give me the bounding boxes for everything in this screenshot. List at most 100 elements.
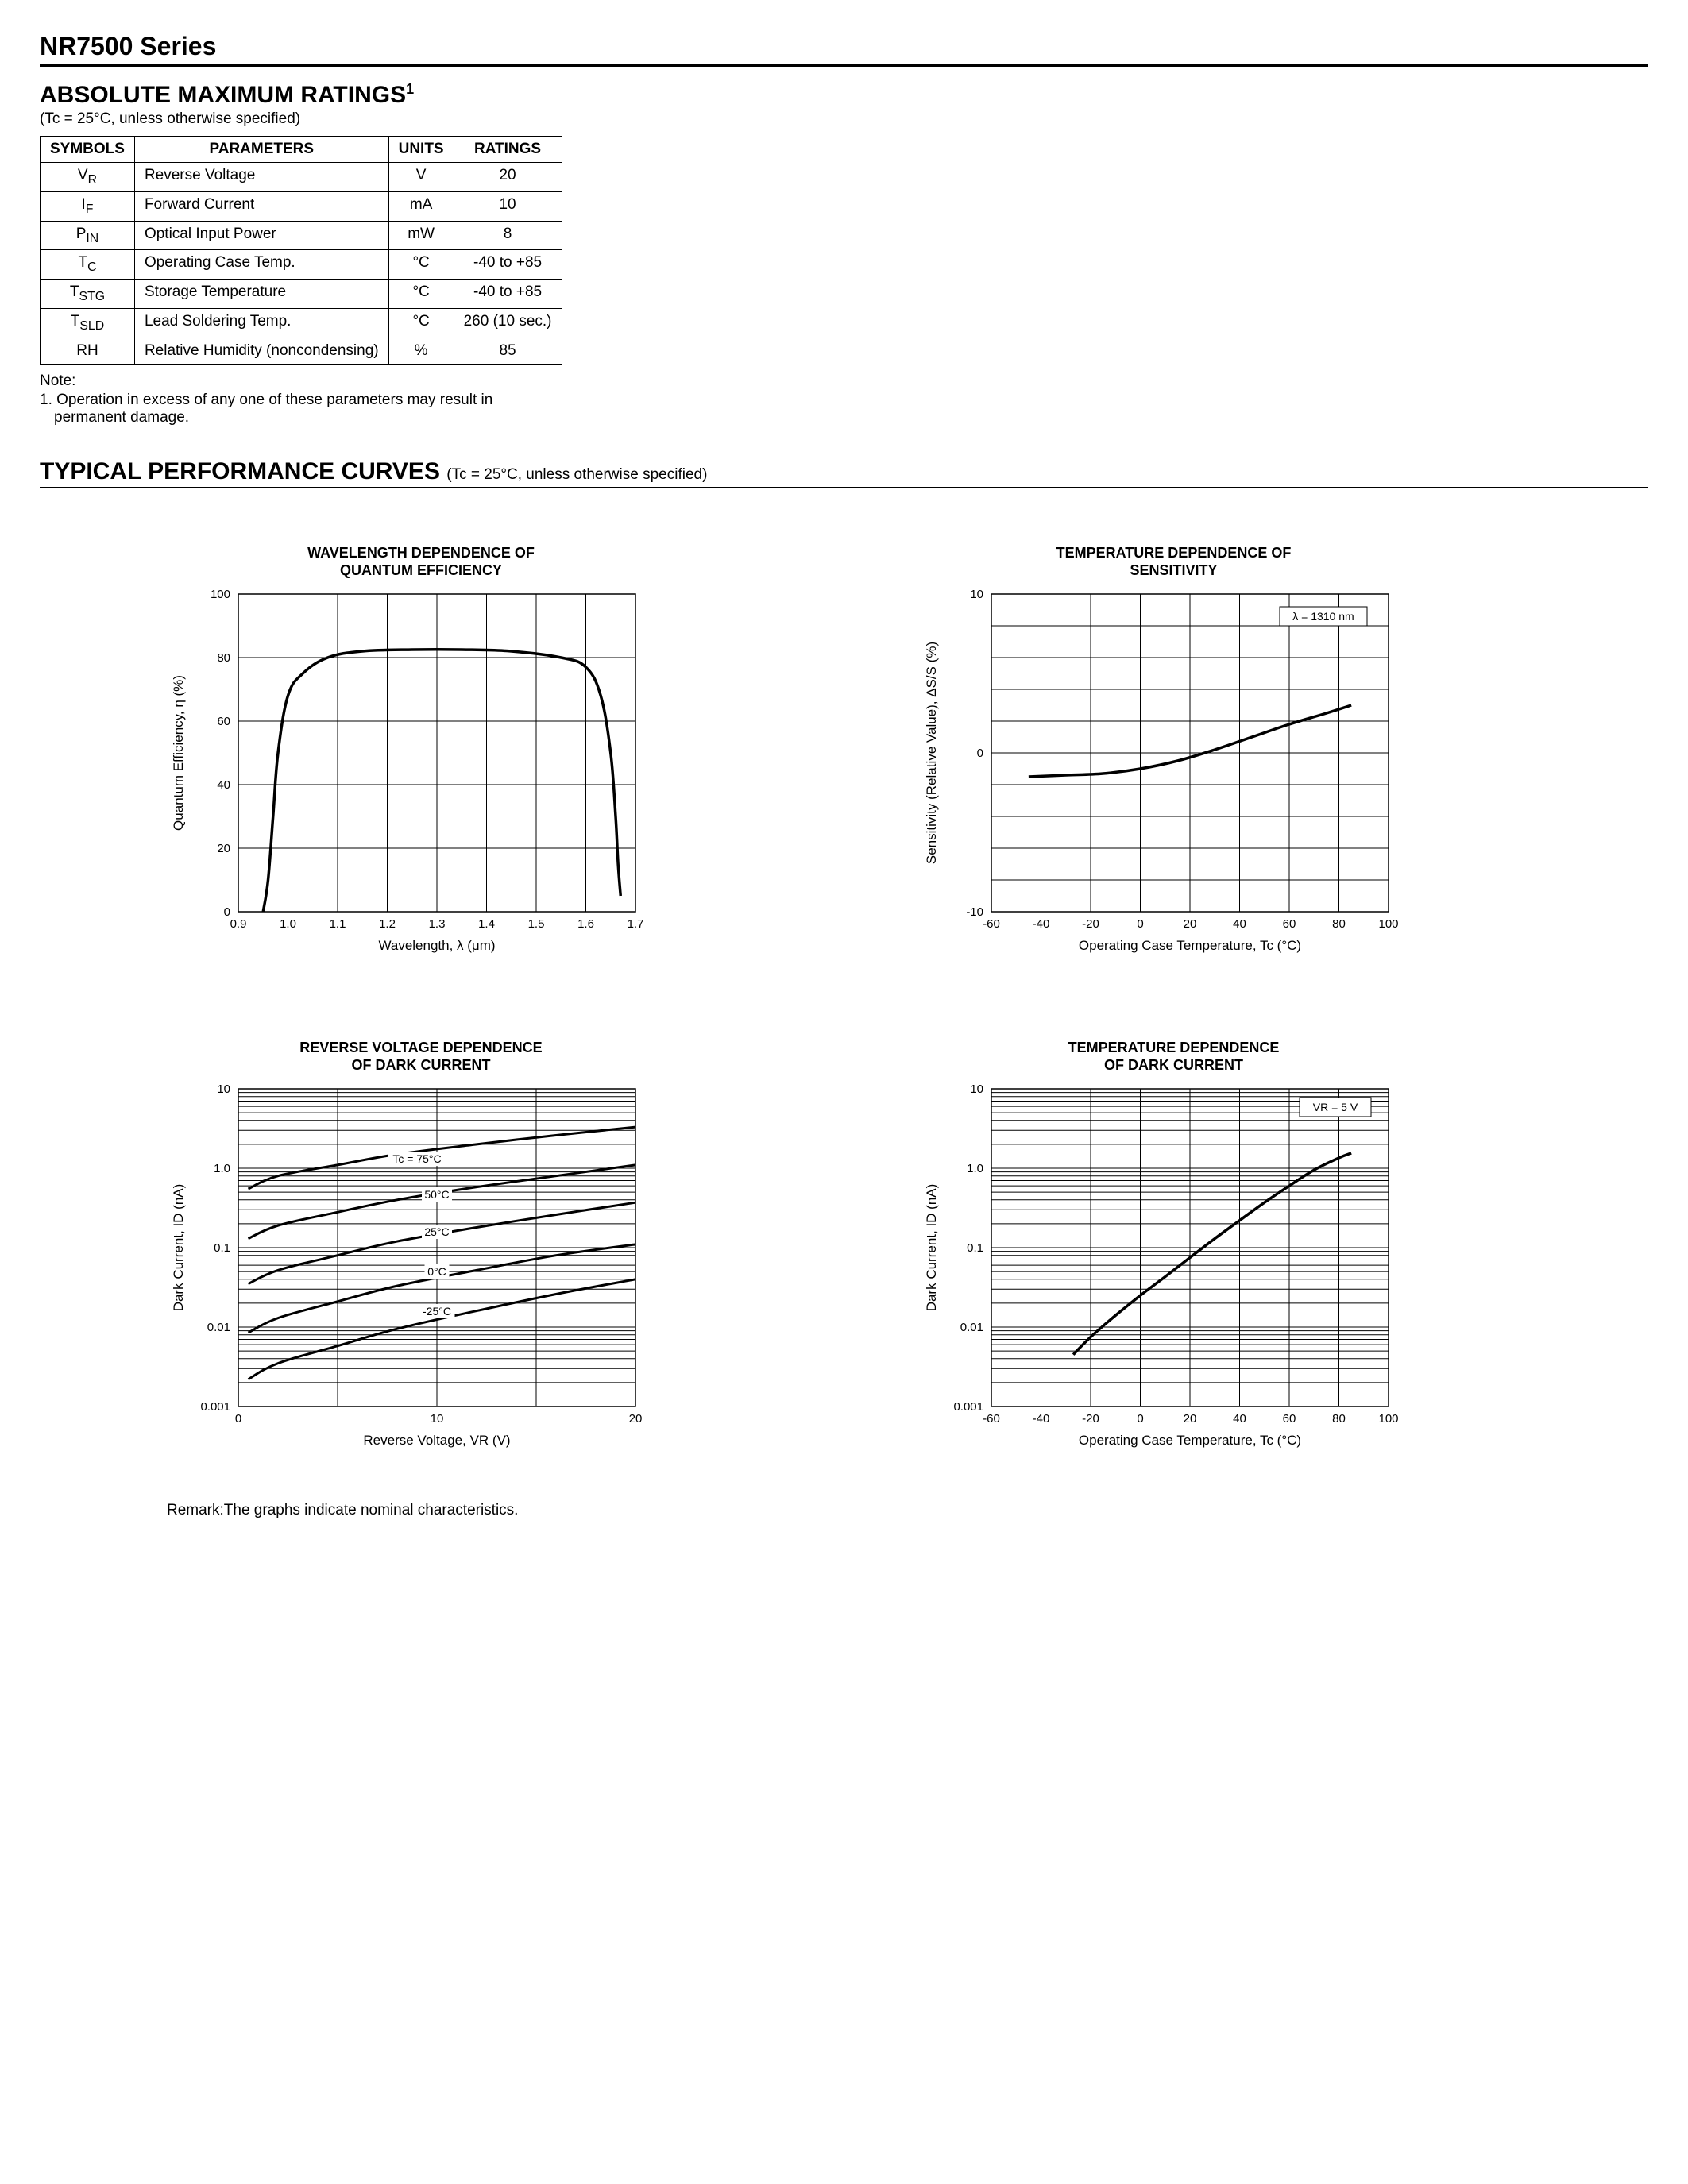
- curves-title: TYPICAL PERFORMANCE CURVES: [40, 458, 440, 484]
- ratings-table: SYMBOLSPARAMETERSUNITSRATINGS VRReverse …: [40, 136, 562, 365]
- svg-text:Sensitivity (Relative Value),: Sensitivity (Relative Value), ΔS/S (%): [924, 642, 939, 864]
- ratings-title: ABSOLUTE MAXIMUM RATINGS1: [40, 81, 1648, 109]
- rating-cell: 260 (10 sec.): [454, 308, 562, 338]
- svg-text:80: 80: [1332, 917, 1346, 931]
- param-cell: Reverse Voltage: [134, 163, 388, 192]
- symbol-cell: TSLD: [41, 308, 135, 338]
- series-title: NR7500 Series: [40, 32, 1648, 67]
- svg-text:60: 60: [1282, 917, 1296, 931]
- ratings-col-header: UNITS: [388, 137, 454, 163]
- symbol-cell: RH: [41, 338, 135, 364]
- table-row: TSTGStorage Temperature°C-40 to +85: [41, 280, 562, 309]
- svg-text:20: 20: [1183, 917, 1196, 931]
- param-cell: Optical Input Power: [134, 221, 388, 250]
- svg-text:λ = 1310 nm: λ = 1310 nm: [1292, 610, 1354, 623]
- svg-text:1.4: 1.4: [478, 917, 495, 931]
- symbol-cell: TC: [41, 250, 135, 280]
- remark-text: Remark:The graphs indicate nominal chara…: [40, 1502, 1648, 1519]
- note-block: Note: 1. Operation in excess of any one …: [40, 372, 1648, 426]
- svg-text:40: 40: [1233, 917, 1246, 931]
- chart-temp-dark-current: TEMPERATURE DEPENDENCEOF DARK CURRENT -6…: [920, 1039, 1428, 1470]
- svg-text:1.7: 1.7: [628, 917, 644, 931]
- svg-text:1.0: 1.0: [280, 917, 296, 931]
- svg-text:Reverse Voltage, VR (V): Reverse Voltage, VR (V): [363, 1433, 510, 1448]
- svg-text:60: 60: [217, 715, 230, 728]
- svg-text:1.6: 1.6: [577, 917, 594, 931]
- svg-text:0: 0: [1137, 917, 1143, 931]
- rating-cell: 10: [454, 191, 562, 221]
- svg-text:60: 60: [1282, 1412, 1296, 1426]
- table-row: RHRelative Humidity (noncondensing)%85: [41, 338, 562, 364]
- svg-text:100: 100: [1378, 917, 1398, 931]
- unit-cell: V: [388, 163, 454, 192]
- svg-text:Wavelength, λ (μm): Wavelength, λ (μm): [378, 938, 495, 953]
- symbol-cell: VR: [41, 163, 135, 192]
- rating-cell: 8: [454, 221, 562, 250]
- svg-text:Operating Case Temperature, Tc: Operating Case Temperature, Tc (°C): [1078, 938, 1300, 953]
- svg-text:-40: -40: [1032, 1412, 1049, 1426]
- rating-cell: 20: [454, 163, 562, 192]
- svg-text:0.01: 0.01: [207, 1321, 230, 1334]
- svg-text:10: 10: [970, 588, 983, 601]
- svg-text:0.01: 0.01: [960, 1321, 983, 1334]
- chart-vr-dark-current: REVERSE VOLTAGE DEPENDENCEOF DARK CURREN…: [167, 1039, 675, 1470]
- svg-text:1.1: 1.1: [330, 917, 346, 931]
- symbol-cell: PIN: [41, 221, 135, 250]
- svg-text:0.001: 0.001: [200, 1400, 230, 1414]
- note-label: Note:: [40, 372, 1648, 390]
- svg-text:VR = 5 V: VR = 5 V: [1312, 1101, 1358, 1113]
- ratings-subtitle: (Tc = 25°C, unless otherwise specified): [40, 110, 1648, 128]
- svg-text:1.5: 1.5: [528, 917, 545, 931]
- ratings-title-sup: 1: [406, 81, 414, 97]
- param-cell: Lead Soldering Temp.: [134, 308, 388, 338]
- svg-text:20: 20: [1183, 1412, 1196, 1426]
- note-text: 1. Operation in excess of any one of the…: [40, 392, 562, 426]
- svg-text:Quantum Efficiency, η (%): Quantum Efficiency, η (%): [171, 675, 186, 831]
- rating-cell: -40 to +85: [454, 250, 562, 280]
- svg-text:20: 20: [629, 1412, 643, 1426]
- svg-text:100: 100: [1378, 1412, 1398, 1426]
- chart-temp-sensitivity: TEMPERATURE DEPENDENCE OFSENSITIVITY -60…: [920, 544, 1428, 975]
- ratings-col-header: SYMBOLS: [41, 137, 135, 163]
- curves-subtitle: (Tc = 25°C, unless otherwise specified): [446, 466, 707, 483]
- svg-text:-60: -60: [983, 917, 1000, 931]
- svg-text:0.9: 0.9: [230, 917, 247, 931]
- svg-text:0.001: 0.001: [953, 1400, 983, 1414]
- svg-text:-10: -10: [966, 905, 983, 919]
- curves-header: TYPICAL PERFORMANCE CURVES (Tc = 25°C, u…: [40, 458, 1648, 488]
- table-row: PINOptical Input PowermW8: [41, 221, 562, 250]
- svg-text:50°C: 50°C: [424, 1188, 449, 1201]
- ratings-title-text: ABSOLUTE MAXIMUM RATINGS: [40, 82, 406, 108]
- svg-text:Operating Case Temperature, Tc: Operating Case Temperature, Tc (°C): [1078, 1433, 1300, 1448]
- svg-text:1.2: 1.2: [379, 917, 396, 931]
- svg-text:80: 80: [217, 651, 230, 665]
- unit-cell: mA: [388, 191, 454, 221]
- table-row: TCOperating Case Temp.°C-40 to +85: [41, 250, 562, 280]
- svg-text:-40: -40: [1032, 917, 1049, 931]
- svg-text:Dark Current, ID (nA): Dark Current, ID (nA): [924, 1183, 939, 1311]
- unit-cell: °C: [388, 308, 454, 338]
- chart-wavelength-qe: WAVELENGTH DEPENDENCE OFQUANTUM EFFICIEN…: [167, 544, 675, 975]
- svg-text:0: 0: [224, 905, 230, 919]
- rating-cell: -40 to +85: [454, 280, 562, 309]
- svg-text:25°C: 25°C: [424, 1225, 449, 1238]
- svg-text:0.1: 0.1: [967, 1241, 983, 1255]
- svg-text:20: 20: [217, 842, 230, 855]
- table-row: TSLDLead Soldering Temp.°C260 (10 sec.): [41, 308, 562, 338]
- svg-text:100: 100: [211, 588, 230, 601]
- svg-text:-25°C: -25°C: [423, 1305, 451, 1318]
- ratings-col-header: RATINGS: [454, 137, 562, 163]
- param-cell: Storage Temperature: [134, 280, 388, 309]
- svg-text:1.3: 1.3: [429, 917, 446, 931]
- unit-cell: %: [388, 338, 454, 364]
- unit-cell: °C: [388, 280, 454, 309]
- svg-text:Dark Current, ID (nA): Dark Current, ID (nA): [171, 1183, 186, 1311]
- svg-text:0°C: 0°C: [427, 1265, 446, 1278]
- svg-text:-60: -60: [983, 1412, 1000, 1426]
- svg-text:-20: -20: [1082, 1412, 1099, 1426]
- unit-cell: °C: [388, 250, 454, 280]
- symbol-cell: IF: [41, 191, 135, 221]
- svg-text:1.0: 1.0: [967, 1162, 983, 1175]
- unit-cell: mW: [388, 221, 454, 250]
- table-row: VRReverse VoltageV20: [41, 163, 562, 192]
